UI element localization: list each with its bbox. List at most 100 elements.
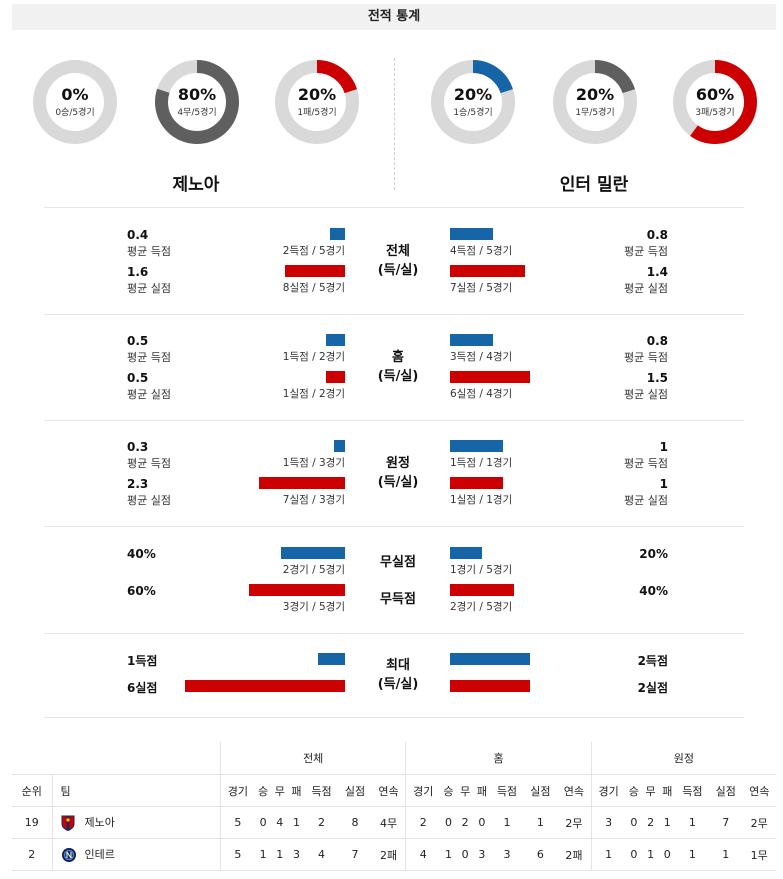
table-row[interactable]: 19 제노아 5 0 4 1 2 8 4무 2 0 2 0 1 1 2무 3 0 2 1 1 7 2무 <box>12 806 776 839</box>
home-stat-cell: 0 <box>473 806 491 839</box>
col-away-3: 패 <box>658 774 676 807</box>
home-rate-value: 60% <box>127 584 156 598</box>
col-all-2: 무 <box>271 774 289 807</box>
max-label: 최대 (득/실) <box>363 656 433 694</box>
home-rate-bar <box>249 584 345 596</box>
section-header: 전적 통계 <box>12 4 776 30</box>
away-donut-caption: 1무/5경기 <box>575 108 615 118</box>
home-max-value: 6실점 <box>127 681 158 695</box>
away-rate-count: 2경기 / 5경기 <box>450 601 513 613</box>
home-stat-cell: 2 <box>456 806 474 839</box>
section-label-line: 전체 <box>386 244 410 259</box>
away-stat-count: 7실점 / 5경기 <box>450 282 513 294</box>
home-stat-label: 평균 득점 <box>127 457 171 470</box>
home-stat-bar <box>285 265 345 277</box>
away-stat-cell: 1 <box>642 838 659 871</box>
max-label-line: (득/실) <box>377 677 419 692</box>
away-stat-count: 3득점 / 4경기 <box>450 351 513 363</box>
section-label-line: 원정 <box>386 456 410 471</box>
rate-label: 무실점 <box>380 555 416 570</box>
away-stat-count: 1득점 / 1경기 <box>450 457 513 469</box>
home-stat-cell: 3 <box>490 838 524 871</box>
section-title: 전적 통계 <box>367 9 421 24</box>
home-stat-cell: 0 <box>456 838 474 871</box>
away-max-bar <box>450 680 530 692</box>
team-cell[interactable]: 인테르 <box>51 838 221 871</box>
donut-arc <box>155 60 239 144</box>
away-team-name: 인터 밀란 <box>559 175 629 195</box>
col-home-6: 연속 <box>557 774 592 807</box>
home-stat-value: 2.3 <box>127 477 149 491</box>
away-stat-bar <box>450 477 503 489</box>
col-home-5: 실점 <box>523 774 558 807</box>
team-divider <box>394 58 395 190</box>
group-all-header: 전체 <box>219 742 406 775</box>
home-stat-value: 0.5 <box>127 371 149 385</box>
all-stat-cell: 1 <box>254 838 272 871</box>
home-max-value: 1득점 <box>127 654 158 668</box>
standings-table: 전체 홈 원정 순위 팀 경기 승 무 패 득점 실점 연속 경기 승 무 패 득점 실점 연속 경기 승 무 패… <box>12 742 776 871</box>
away-stat-value: 0.8 <box>646 228 668 242</box>
home-donut-caption: 1패/5경기 <box>297 108 337 118</box>
home-rate-count: 2경기 / 5경기 <box>282 564 345 576</box>
home-stat-count: 2득점 / 5경기 <box>282 245 345 257</box>
home-stat-bar <box>330 228 345 240</box>
home-donut-caption: 0승/5경기 <box>55 108 95 118</box>
rank-cell: 19 <box>12 806 52 839</box>
all-stat-cell: 5 <box>219 806 255 839</box>
home-stat-bar <box>326 371 345 383</box>
col-away-5: 실점 <box>709 774 743 807</box>
away-rate-bar <box>450 584 514 596</box>
col-away-6: 연속 <box>742 774 776 807</box>
away-stat-label: 평균 득점 <box>624 351 668 364</box>
away-max-bar <box>450 653 530 665</box>
all-stat-cell: 4무 <box>371 806 406 839</box>
away-donut-caption: 3패/5경기 <box>695 108 735 118</box>
section-divider <box>44 633 744 634</box>
col-home-0: 경기 <box>405 774 441 807</box>
group-home-header: 홈 <box>405 742 592 775</box>
max-label-line: 최대 <box>386 658 410 673</box>
table-row[interactable]: 2 인테르 5 1 1 3 4 7 2패 4 1 0 3 3 6 2패 1 0 1 0 1 1 1무 <box>12 838 776 871</box>
away-stat-label: 평균 득점 <box>624 245 668 258</box>
home-stat-count: 1득점 / 3경기 <box>282 457 345 469</box>
col-all-6: 연속 <box>371 774 406 807</box>
away-rate-count: 1경기 / 5경기 <box>450 564 513 576</box>
all-stat-cell: 8 <box>338 806 372 839</box>
rank-cell: 2 <box>12 838 52 871</box>
away-stat-label: 평균 실점 <box>624 494 668 507</box>
away-stat-cell: 1 <box>709 838 743 871</box>
home-stat-count: 7실점 / 3경기 <box>282 494 345 506</box>
donut-arc <box>275 60 359 144</box>
home-stat-cell: 1 <box>490 806 524 839</box>
away-donut-svg-0 <box>431 60 515 144</box>
home-stat-cell: 2패 <box>557 838 592 871</box>
away-stat-value: 1.5 <box>646 371 668 385</box>
team-cell[interactable]: 제노아 <box>51 806 221 839</box>
col-away-0: 경기 <box>590 774 626 807</box>
col-rank: 순위 <box>12 774 52 807</box>
section-label: 전체 (득/실) <box>363 242 433 280</box>
home-stat-value: 1.6 <box>127 265 149 279</box>
section-divider <box>44 717 744 718</box>
team-name: 인테르 <box>84 848 115 861</box>
home-donut-percent: 80% <box>177 85 217 104</box>
all-stat-cell: 5 <box>219 838 255 871</box>
section-label: 원정 (득/실) <box>363 454 433 492</box>
away-donut-caption: 1승/5경기 <box>453 108 493 118</box>
all-stat-cell: 4 <box>304 838 339 871</box>
away-donut-2 <box>670 57 760 147</box>
home-stat-label: 평균 득점 <box>127 245 171 258</box>
away-stat-cell: 0 <box>658 838 676 871</box>
away-stat-cell: 2무 <box>742 806 776 839</box>
all-stat-cell: 4 <box>271 806 289 839</box>
home-stat-cell: 2무 <box>557 806 592 839</box>
section-divider <box>44 314 744 315</box>
home-rate-bar <box>281 547 345 559</box>
col-all-1: 승 <box>254 774 272 807</box>
away-stat-label: 평균 실점 <box>624 388 668 401</box>
home-donut-percent: 20% <box>297 85 337 104</box>
away-donut-svg-2 <box>673 60 757 144</box>
group-away-header: 원정 <box>590 742 776 775</box>
away-stat-cell: 1무 <box>742 838 776 871</box>
